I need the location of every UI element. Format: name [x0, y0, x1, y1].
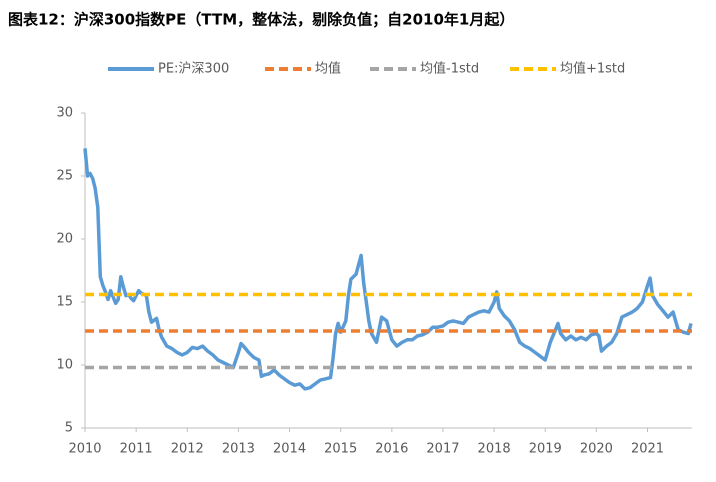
chart-title: 图表12：沪深300指数PE（TTM，整体法，剔除负值；自2010年1月起）	[8, 11, 514, 29]
x-tick-label: 2014	[273, 442, 306, 457]
legend-label: PE:沪深300	[158, 61, 229, 77]
x-tick-label: 2011	[120, 442, 153, 457]
legend-label: 均值	[315, 61, 341, 77]
y-tick-label: 25	[56, 169, 73, 184]
x-tick-label: 2021	[631, 442, 664, 457]
series-line	[83, 148, 693, 391]
x-tick-label: 2019	[529, 442, 562, 457]
x-tick-label: 2012	[171, 442, 204, 457]
y-tick-label: 30	[56, 106, 73, 121]
y-tick-label: 20	[56, 232, 73, 247]
x-tick-label: 2010	[68, 442, 101, 457]
x-tick-label: 2016	[375, 442, 408, 457]
x-tick-label: 2013	[222, 442, 255, 457]
x-tick-label: 2015	[324, 442, 357, 457]
x-tick-label: 2020	[580, 442, 613, 457]
y-tick-label: 10	[56, 358, 73, 373]
x-tick-label: 2017	[426, 442, 459, 457]
legend-label: 均值+1std	[560, 61, 625, 77]
legend-label: 均值-1std	[420, 61, 479, 77]
x-tick-label: 2018	[478, 442, 511, 457]
y-tick-label: 15	[56, 295, 73, 310]
y-tick-label: 5	[65, 421, 73, 436]
